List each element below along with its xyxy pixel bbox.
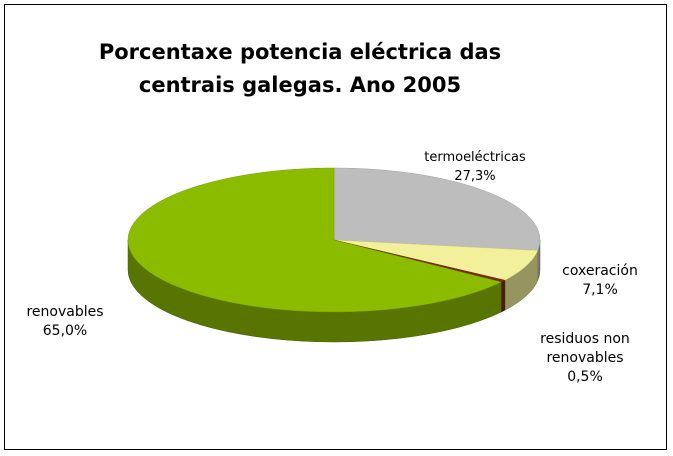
category-label: renovables [26, 304, 104, 320]
slice [127, 167, 502, 313]
category-label: coxeración [562, 263, 638, 279]
slice [333, 167, 541, 251]
category-label: residuos non renovables [540, 331, 630, 366]
chart-title: Porcentaxe potencia eléctrica das centra… [98, 40, 502, 97]
slice-label: renovables 65,0% [0, 303, 130, 341]
value-label: 0,5% [567, 369, 603, 385]
slice-label: residuos non renovables 0,5% [520, 330, 650, 387]
value-label: 7,1% [582, 282, 618, 298]
value-label: 65,0% [42, 323, 88, 339]
value-label: 27,3% [454, 169, 496, 184]
category-label: termoeléctricas [424, 150, 526, 165]
slice-label: termoeléctricas 27,3% [400, 148, 550, 186]
slice-side [500, 279, 506, 313]
chart-frame [4, 4, 667, 450]
slice-label: coxeración 7,1% [540, 262, 660, 300]
